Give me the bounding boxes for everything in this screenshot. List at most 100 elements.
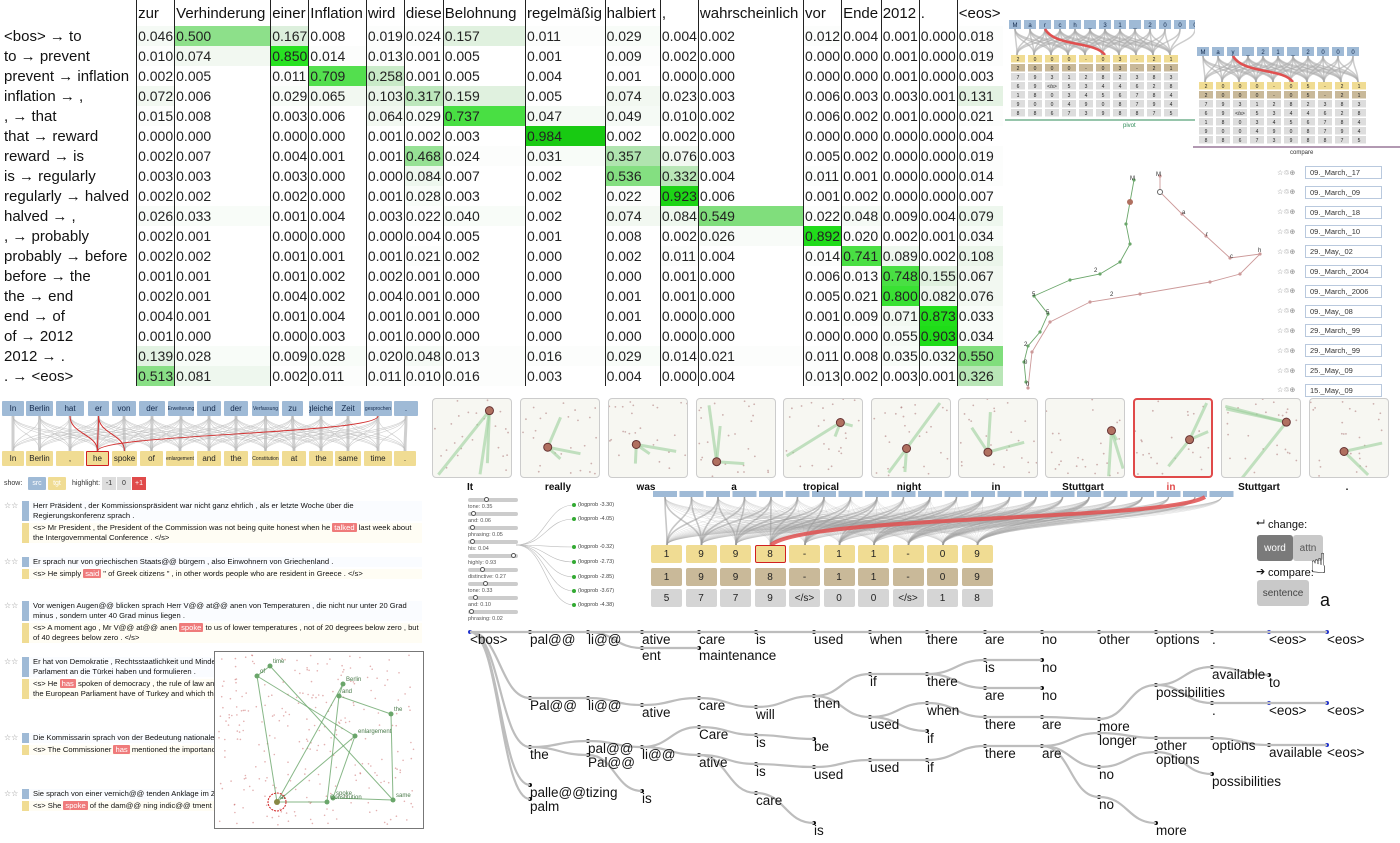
digit-box[interactable]: 8 — [754, 568, 786, 586]
beam-token[interactable]: is — [756, 632, 766, 647]
date-candidate[interactable]: ☆♲⊕ 29._March,_99 — [1277, 324, 1382, 338]
source-char[interactable] — [1024, 20, 1036, 29]
source-token[interactable]: gleicher — [309, 401, 333, 416]
target-token[interactable]: Berlin — [26, 451, 53, 466]
source-token[interactable]: . — [394, 401, 418, 416]
source-segment[interactable] — [653, 491, 677, 497]
score-bar[interactable] — [468, 567, 518, 572]
source-segment[interactable] — [679, 491, 704, 497]
beam-token[interactable]: to — [1269, 675, 1281, 690]
sentence-pair[interactable]: ☆☆ Vor wenigen Augen@@ blicken sprach Her… — [2, 601, 422, 643]
beam-token[interactable]: no — [1099, 767, 1115, 782]
word-button[interactable]: word — [1257, 535, 1293, 561]
beam-token[interactable]: options — [1212, 738, 1256, 753]
source-char[interactable] — [1317, 47, 1329, 56]
digit-box[interactable]: </s> — [789, 589, 820, 607]
beam-token[interactable]: options — [1156, 752, 1200, 767]
source-segment[interactable] — [997, 491, 1022, 497]
star-icon[interactable]: ☆☆ — [4, 601, 19, 610]
target-token[interactable]: same — [335, 451, 361, 466]
beam-token[interactable]: Care — [699, 727, 729, 742]
beam-token[interactable]: li@@ — [588, 698, 622, 713]
digit-box[interactable]: - — [892, 568, 924, 586]
beam-token[interactable]: when — [870, 632, 903, 647]
digit-box[interactable]: 9 — [720, 568, 751, 586]
source-char[interactable] — [1114, 20, 1126, 29]
source-char[interactable] — [1144, 20, 1156, 29]
beam-token[interactable]: used — [814, 632, 844, 647]
source-segment[interactable] — [891, 491, 916, 497]
source-token[interactable]: In — [2, 401, 24, 416]
star-settings-icon[interactable]: ☆♲⊕ — [1277, 169, 1296, 177]
beam-token[interactable]: ative — [642, 632, 671, 647]
score-knob[interactable] — [470, 525, 476, 530]
source-char[interactable] — [1099, 20, 1111, 29]
beam-token[interactable]: are — [985, 632, 1005, 647]
state-thumbnail[interactable] — [1133, 398, 1213, 478]
date-candidate[interactable]: ☆♲⊕ 09._March,_10 — [1277, 225, 1382, 239]
show-src-button[interactable]: src — [28, 477, 46, 490]
highlighted-word[interactable]: spoke — [63, 801, 88, 810]
beam-token[interactable]: li@@ — [588, 632, 622, 647]
source-token[interactable]: der — [139, 401, 165, 416]
target-token[interactable]: at — [282, 451, 306, 466]
star-icon[interactable]: ☆☆ — [4, 501, 19, 510]
state-thumbnail[interactable] — [958, 398, 1038, 478]
digit-box[interactable]: - — [789, 545, 820, 563]
source-segment[interactable] — [732, 491, 757, 497]
beam-token[interactable]: li@@ — [642, 747, 676, 762]
score-bar[interactable] — [468, 609, 518, 614]
star-settings-icon[interactable]: ☆♲⊕ — [1277, 327, 1296, 335]
score-bar[interactable] — [468, 553, 518, 558]
source-segment[interactable] — [918, 491, 942, 497]
beam-token[interactable]: will — [756, 707, 775, 722]
date-candidate[interactable]: ☆♲⊕ 09._March,_17 — [1277, 166, 1382, 179]
beam-token[interactable]: used — [870, 717, 900, 732]
beam-token[interactable]: are — [1042, 717, 1062, 732]
beam-token[interactable]: is — [814, 823, 824, 838]
source-segment[interactable] — [971, 491, 995, 497]
beam-token[interactable]: longer — [1099, 733, 1137, 748]
state-thumbnail[interactable] — [871, 398, 951, 478]
show-tgt-button[interactable]: tgt — [48, 477, 66, 490]
source-token[interactable]: Berlin — [26, 401, 53, 416]
beam-token[interactable]: available — [1212, 667, 1266, 682]
target-token[interactable]: enlargement — [166, 451, 194, 466]
beam-token[interactable]: the — [530, 747, 549, 762]
beam-token[interactable]: <bos> — [470, 632, 508, 647]
digit-box[interactable]: 1 — [858, 568, 889, 586]
score-knob[interactable] — [470, 511, 476, 516]
beam-token[interactable]: no — [1042, 660, 1058, 675]
beam-token[interactable]: is — [756, 764, 766, 779]
state-thumbnail[interactable] — [608, 398, 688, 478]
digit-box[interactable]: 9 — [685, 568, 717, 586]
beam-token[interactable]: no — [1042, 632, 1058, 647]
score-knob[interactable] — [483, 581, 489, 586]
beam-token[interactable]: Pal@@ — [530, 698, 577, 713]
source-char[interactable] — [1227, 47, 1239, 56]
score-knob[interactable] — [469, 539, 475, 544]
source-token[interactable]: hat — [56, 401, 84, 416]
state-thumbnail[interactable] — [1221, 398, 1301, 478]
source-char[interactable] — [1257, 47, 1269, 56]
source-segment[interactable] — [785, 491, 810, 497]
source-segment[interactable] — [1103, 491, 1128, 497]
score-bar[interactable] — [468, 511, 518, 516]
date-candidate[interactable]: ☆♲⊕ 15._May,_09 — [1277, 383, 1382, 397]
source-char[interactable] — [1197, 47, 1209, 56]
source-segment[interactable] — [706, 491, 730, 497]
target-token[interactable]: spoke — [112, 451, 137, 466]
beam-token[interactable]: available — [1269, 745, 1323, 760]
digit-box[interactable]: 1 — [927, 589, 958, 607]
state-thumbnail[interactable] — [432, 398, 512, 478]
target-token[interactable]: time — [364, 451, 392, 466]
beam-token[interactable]: <eos> — [1327, 632, 1365, 647]
target-token[interactable]: and — [197, 451, 221, 466]
star-settings-icon[interactable]: ☆♲⊕ — [1277, 367, 1296, 375]
beam-token[interactable]: there — [985, 746, 1016, 761]
date-candidate[interactable]: ☆♲⊕ 29._March,_99 — [1277, 344, 1382, 358]
beam-token[interactable]: if — [927, 760, 934, 775]
highlight-minus-button[interactable]: -1 — [102, 477, 116, 490]
state-thumbnail[interactable] — [1045, 398, 1125, 478]
target-token[interactable]: the — [224, 451, 248, 466]
